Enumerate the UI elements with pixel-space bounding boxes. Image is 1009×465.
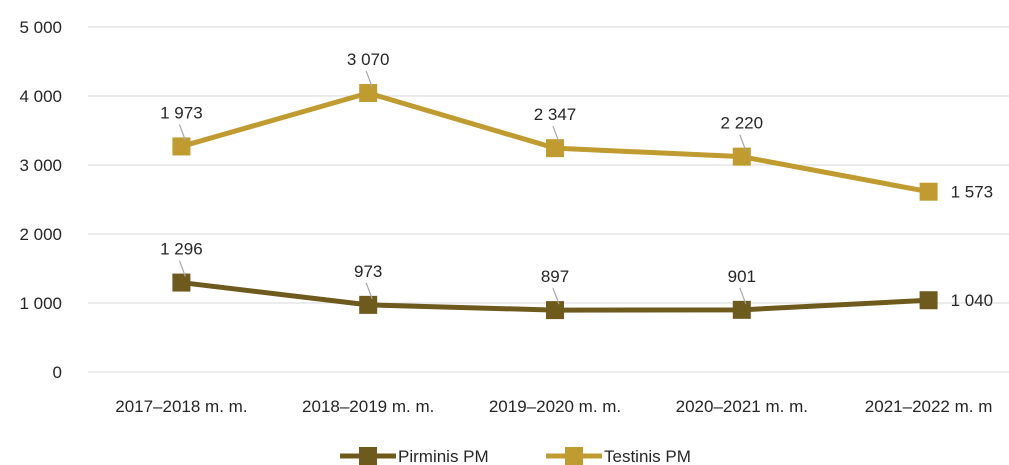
data-label: 3 070 — [347, 50, 390, 69]
x-tick-label: 2021–2022 m. m — [865, 397, 993, 416]
y-tick-label: 2 000 — [19, 225, 62, 244]
data-point-marker — [919, 291, 938, 310]
y-tick-label: 0 — [53, 363, 62, 382]
y-tick-label: 5 000 — [19, 18, 62, 37]
legend-label: Pirminis PM — [398, 447, 489, 465]
label-leader-line — [178, 260, 186, 277]
data-point-marker — [546, 301, 564, 320]
data-label: 973 — [354, 262, 382, 281]
legend: Pirminis PM Testinis PM — [340, 447, 691, 465]
data-point-marker — [172, 273, 191, 292]
data-label: 2 220 — [721, 114, 764, 133]
legend-item: Testinis PM — [546, 447, 691, 465]
x-tick-label: 2019–2020 m. m. — [489, 397, 621, 416]
label-leader-line — [178, 124, 186, 141]
data-label: 1 573 — [951, 183, 994, 202]
series-1 — [172, 84, 938, 201]
data-point-marker — [359, 84, 378, 103]
gridlines — [88, 26, 1009, 373]
label-leader-line — [552, 125, 560, 143]
data-point-marker — [732, 300, 751, 319]
data-label: 1 040 — [951, 291, 994, 310]
legend-swatch-marker — [565, 447, 583, 465]
data-label: 901 — [728, 267, 756, 286]
data-point-marker — [919, 182, 938, 201]
data-labels: 1 296 973 897 901 1 040 1 973 3 070 2 347 2 220 1… — [160, 50, 993, 310]
x-tick-label: 2018–2019 m. m. — [302, 397, 434, 416]
label-leader-line — [739, 287, 747, 305]
series-lines — [172, 84, 938, 320]
x-axis-ticks: 2017–2018 m. m. 2018–2019 m. m. 2019–2020 … — [115, 397, 992, 416]
label-leader-line — [552, 287, 560, 305]
label-leader-line — [739, 134, 747, 151]
data-point-marker — [546, 139, 564, 158]
data-point-marker — [359, 295, 378, 314]
x-tick-label: 2020–2021 m. m. — [676, 397, 808, 416]
y-tick-label: 3 000 — [19, 156, 62, 175]
legend-label: Testinis PM — [604, 447, 691, 465]
data-label: 2 347 — [534, 105, 577, 124]
label-leader-line — [365, 70, 373, 88]
label-leader-line — [365, 282, 373, 300]
data-point-marker — [732, 147, 751, 166]
data-label: 897 — [541, 267, 569, 286]
legend-swatch-marker — [359, 447, 377, 465]
data-label: 1 296 — [160, 240, 203, 259]
series-0 — [172, 273, 938, 320]
data-label: 1 973 — [160, 103, 203, 122]
y-tick-label: 1 000 — [19, 294, 62, 313]
y-tick-label: 4 000 — [19, 87, 62, 106]
y-axis-ticks: 0 1 000 2 000 3 000 4 000 5 000 — [19, 18, 62, 382]
legend-item: Pirminis PM — [340, 447, 489, 465]
data-point-marker — [172, 137, 191, 156]
x-tick-label: 2017–2018 m. m. — [115, 397, 247, 416]
